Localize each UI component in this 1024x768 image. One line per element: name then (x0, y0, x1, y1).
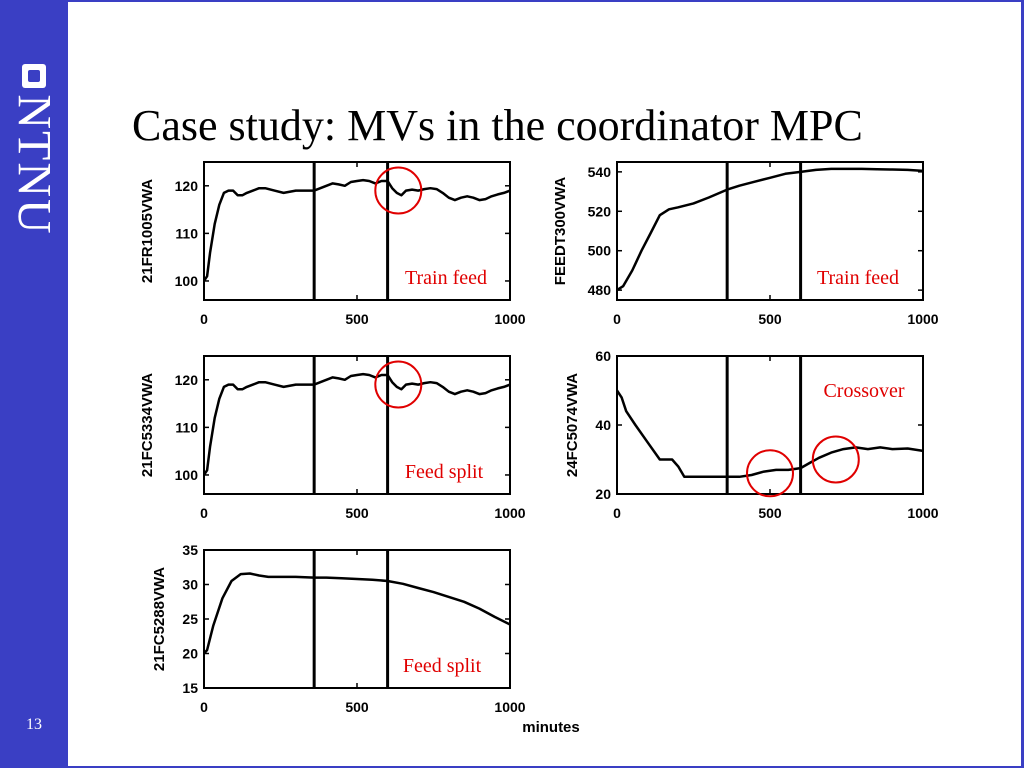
y-axis-label: 21FC5334VWA (139, 373, 156, 477)
y-axis-label: 21FR1005VWA (139, 179, 156, 283)
slide-title: Case study: MVs in the coordinator MPC (132, 101, 863, 150)
top-border (68, 0, 1024, 2)
x-axis-unit-label: minutes (522, 719, 580, 736)
y-tick-label: 40 (595, 417, 611, 433)
x-tick-label: 1000 (494, 699, 525, 715)
y-tick-label: 15 (182, 680, 198, 696)
y-tick-label: 120 (175, 178, 199, 194)
chart-4: 20 40 60 0 500 1000 24FC5074VWA Crossover (564, 348, 939, 521)
y-tick-label: 30 (182, 577, 198, 593)
y-tick-label: 100 (175, 273, 199, 289)
annotation-label: Train feed (817, 267, 899, 289)
x-tick-label: 1000 (494, 505, 525, 521)
x-tick-label: 1000 (494, 311, 525, 327)
y-tick-label: 20 (595, 486, 611, 502)
annotation-label: Feed split (403, 655, 482, 677)
x-tick-label: 500 (758, 505, 782, 521)
y-tick-label: 540 (588, 164, 612, 180)
y-tick-label: 60 (595, 348, 611, 364)
y-tick-label: 100 (175, 467, 199, 483)
page-number: 13 (26, 716, 42, 733)
x-tick-label: 500 (758, 311, 782, 327)
annotation-label: Feed split (405, 461, 484, 483)
y-tick-label: 120 (175, 372, 199, 388)
annotation-label: Crossover (823, 380, 904, 402)
sidebar: NTNU 13 (0, 0, 68, 768)
y-tick-label: 110 (175, 419, 198, 435)
y-tick-label: 520 (588, 203, 612, 219)
x-tick-label: 1000 (907, 505, 938, 521)
chart-2: 480 500 520 540 0 500 1000 FEEDT300VWA Train fee… (552, 161, 939, 327)
highlight-circle (374, 360, 423, 409)
chart-1: 100 110 120 0 500 1000 21FR1005VWA Train feed (139, 161, 526, 327)
x-tick-label: 0 (200, 311, 208, 327)
y-tick-label: 480 (588, 282, 612, 298)
right-border (1021, 0, 1024, 768)
y-axis-label: 21FC5288VWA (151, 567, 168, 671)
series-line (203, 572, 511, 655)
series-line (615, 389, 924, 479)
x-tick-label: 500 (345, 505, 369, 521)
y-tick-label: 25 (182, 611, 198, 627)
x-tick-label: 500 (345, 311, 369, 327)
bottom-border (68, 766, 1024, 768)
chart-3: 100 110 120 0 500 1000 21FC5334VWA Feed split (139, 355, 526, 521)
highlight-circle (746, 449, 794, 498)
y-tick-label: 35 (182, 542, 198, 558)
x-tick-label: 0 (613, 311, 621, 327)
x-tick-label: 0 (200, 699, 208, 715)
chart-5: 15 20 25 30 35 0 500 1000 21FC5288VWA Feed split (151, 542, 526, 715)
x-tick-label: 0 (200, 505, 208, 521)
series-line (202, 372, 511, 476)
series-line (202, 178, 511, 282)
series-line (616, 167, 924, 292)
highlight-circle (374, 166, 423, 215)
ntnu-logo-icon (22, 64, 46, 88)
y-tick-label: 110 (175, 225, 198, 241)
x-tick-label: 1000 (907, 311, 938, 327)
x-tick-label: 0 (613, 505, 621, 521)
plot-frame (616, 355, 924, 495)
highlight-circle (811, 435, 860, 484)
y-tick-label: 500 (588, 243, 612, 259)
y-axis-label: FEEDT300VWA (552, 177, 569, 286)
annotation-label: Train feed (405, 267, 487, 289)
x-tick-label: 500 (345, 699, 369, 715)
y-tick-label: 20 (182, 646, 198, 662)
y-axis-label: 24FC5074VWA (564, 373, 581, 477)
